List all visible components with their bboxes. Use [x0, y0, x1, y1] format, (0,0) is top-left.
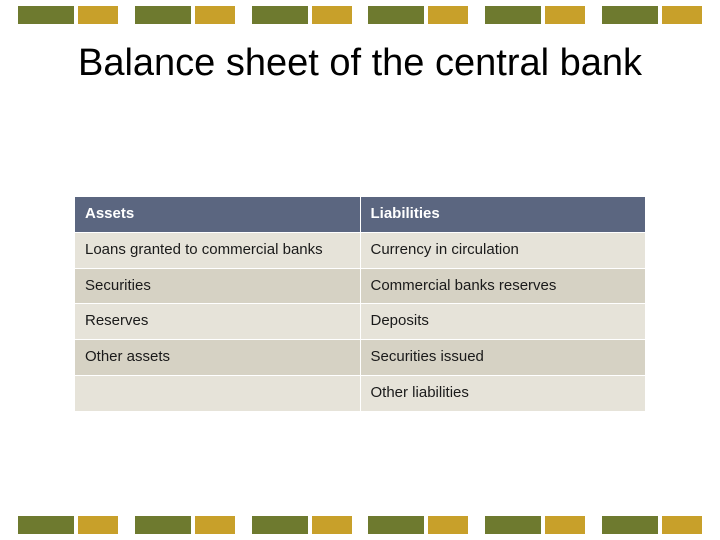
- stripe: [485, 6, 541, 24]
- table-cell: Reserves: [75, 304, 361, 340]
- stripe-group: [485, 6, 585, 24]
- table-header-cell: Liabilities: [360, 197, 646, 233]
- stripe: [602, 6, 658, 24]
- table-cell: [75, 375, 361, 411]
- stripe: [252, 516, 308, 534]
- stripe: [135, 516, 191, 534]
- stripe: [545, 516, 585, 534]
- stripe: [368, 516, 424, 534]
- top-stripe-bar: [0, 6, 720, 24]
- table-cell: Commercial banks reserves: [360, 268, 646, 304]
- table-header-cell: Assets: [75, 197, 361, 233]
- stripe: [195, 516, 235, 534]
- stripe: [662, 6, 702, 24]
- table-cell: Securities: [75, 268, 361, 304]
- stripe: [545, 6, 585, 24]
- table-row: SecuritiesCommercial banks reserves: [75, 268, 646, 304]
- table-cell: Other liabilities: [360, 375, 646, 411]
- stripe: [662, 516, 702, 534]
- stripe-group: [368, 516, 468, 534]
- stripe-group: [602, 516, 702, 534]
- balance-sheet-table: AssetsLiabilitiesLoans granted to commer…: [74, 196, 646, 412]
- balance-sheet-table-wrap: AssetsLiabilitiesLoans granted to commer…: [74, 196, 646, 412]
- table-cell: Securities issued: [360, 340, 646, 376]
- stripe-group: [252, 516, 352, 534]
- stripe-group: [368, 6, 468, 24]
- stripe: [135, 6, 191, 24]
- table-cell: Other assets: [75, 340, 361, 376]
- bottom-stripe-bar: [0, 516, 720, 534]
- table-header-row: AssetsLiabilities: [75, 197, 646, 233]
- stripe-group: [135, 6, 235, 24]
- stripe: [18, 6, 74, 24]
- stripe: [18, 516, 74, 534]
- stripe: [485, 516, 541, 534]
- table-row: ReservesDeposits: [75, 304, 646, 340]
- table-cell: Loans granted to commercial banks: [75, 232, 361, 268]
- stripe: [312, 516, 352, 534]
- stripe-group: [602, 6, 702, 24]
- stripe: [78, 516, 118, 534]
- table-row: Loans granted to commercial banksCurrenc…: [75, 232, 646, 268]
- table-row: Other liabilities: [75, 375, 646, 411]
- stripe: [428, 516, 468, 534]
- stripe: [368, 6, 424, 24]
- stripe-group: [485, 516, 585, 534]
- stripe-group: [135, 516, 235, 534]
- stripe: [78, 6, 118, 24]
- stripe-group: [252, 6, 352, 24]
- stripe-group: [18, 516, 118, 534]
- stripe: [252, 6, 308, 24]
- table-row: Other assetsSecurities issued: [75, 340, 646, 376]
- stripe: [602, 516, 658, 534]
- table-cell: Currency in circulation: [360, 232, 646, 268]
- page-title: Balance sheet of the central bank: [0, 42, 720, 86]
- stripe-group: [18, 6, 118, 24]
- stripe: [428, 6, 468, 24]
- stripe: [195, 6, 235, 24]
- table-cell: Deposits: [360, 304, 646, 340]
- stripe: [312, 6, 352, 24]
